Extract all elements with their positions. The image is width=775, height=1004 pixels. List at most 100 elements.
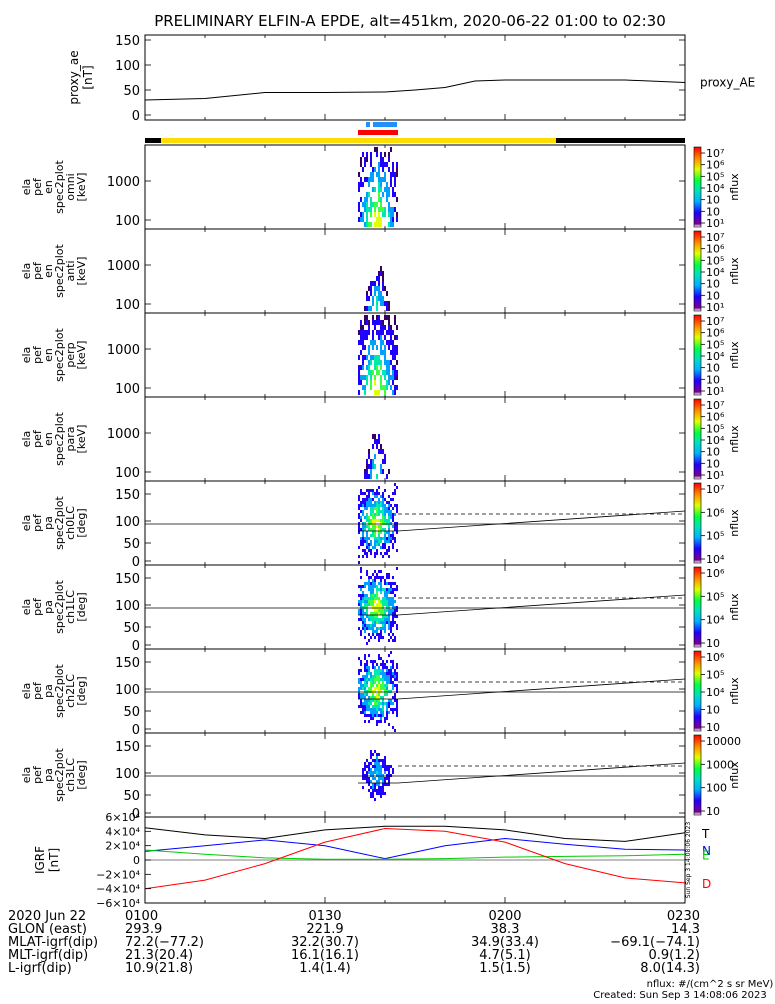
spectrogram-cell [396,504,398,507]
spectrogram-cell [376,495,378,498]
spectrogram-cell [358,678,360,681]
spectrogram-cell [380,702,382,705]
spectrogram-cell [358,672,360,675]
spectrogram-cell [368,207,370,212]
spectrogram-cell [380,182,382,187]
spectrogram-cell [374,281,376,286]
spectrogram-cell [378,197,380,202]
spectrogram-cell [376,705,378,708]
spectrogram-cell [376,789,378,792]
spectrogram-cell [382,281,384,286]
spectrogram-cell [360,375,362,380]
spectrogram-cell [392,687,394,690]
spectrogram-cell [384,594,386,597]
spectrogram-cell [366,594,368,597]
spectrogram-cell [378,759,380,762]
spectrogram-cell [396,606,398,609]
spectrogram-cell [358,380,360,385]
spectrogram-cell [366,597,368,600]
spectrogram-cell [364,768,366,771]
spectrogram-cell [376,714,378,717]
spectrogram-cell [394,612,396,615]
spectrogram-cell [390,678,392,681]
spectrogram-cell [378,543,380,546]
spectrogram-cell [372,786,374,789]
spectrogram-cell [384,603,386,606]
spectrogram-cell [384,212,386,217]
spectrogram-cell [388,618,390,621]
spectrogram-cell [394,615,396,618]
spectrogram-cell [368,579,370,582]
spectrogram-cell [386,519,388,522]
spectrogram-cell [388,167,390,172]
spectrogram-cell [360,501,362,504]
spectrogram-cell [364,708,366,711]
spectrogram-cell [368,696,370,699]
spectrogram-cell [392,167,394,172]
spectrogram-cell [368,627,370,630]
spectrogram-cell [366,708,368,711]
spectrogram-cell [360,380,362,385]
spectrogram-cell [366,498,368,501]
spectrogram-cell [384,528,386,531]
spectrogram-cell [380,360,382,365]
spectrogram-cell [394,489,396,492]
spectrogram-cell [388,504,390,507]
spectrogram-cell [380,531,382,534]
spectrogram-cell [390,222,392,227]
spectrogram-cell [364,777,366,780]
spectrogram-cell [396,522,398,525]
spectrogram-cell [386,597,388,600]
spectrogram-cell [390,375,392,380]
spectrogram-cell [364,498,366,501]
spectrogram-cell [386,783,388,786]
spectrogram-cell [360,609,362,612]
spectrogram-cell [392,345,394,350]
spectrogram-cell [378,187,380,192]
spectrogram-cell [360,576,362,579]
spectrogram-cell [382,615,384,618]
colorbar-label: nflux [728,761,741,789]
spectrogram-cell [396,567,398,570]
spectrogram-cell [376,320,378,325]
spectrogram-cell [358,555,360,558]
spectrogram-cell [374,546,376,549]
spectrogram-cell [360,177,362,182]
spectrogram-cell [364,516,366,519]
spectrogram-cell [380,217,382,222]
spectrogram-cell [372,591,374,594]
spectrogram-cell [392,591,394,594]
spectrogram-cell [376,684,378,687]
spectrogram-cell [372,714,374,717]
spectrogram-cell [394,522,396,525]
spectrogram-cell [366,777,368,780]
colorbar-7: 10⁶10⁵10⁴10⁳10⁲nflux [694,651,741,734]
spectrogram-cell [364,504,366,507]
spectrogram-cell [380,717,382,720]
spectrogram-cell [372,579,374,582]
spectrogram-cell [394,600,396,603]
spectrogram-cell [376,202,378,207]
spectrogram-cell [396,385,398,390]
spectrogram-cell [376,330,378,335]
spectrogram-cell [388,507,390,510]
spectrogram-cell [382,621,384,624]
spectrogram-cell [358,495,360,498]
spectrogram-cell [374,495,376,498]
spectrogram-cell [362,615,364,618]
spectrogram-cell [370,469,372,474]
spectrogram-cell [372,320,374,325]
spectrogram-cell [376,774,378,777]
spectrogram-cell [386,765,388,768]
spectrogram-cell [372,753,374,756]
spectrogram-cell [388,600,390,603]
spectrogram-cell [386,591,388,594]
spectrogram-cell [378,576,380,579]
spectrogram-cell [374,702,376,705]
spectrogram-cell [392,519,394,522]
spectrogram-cell [392,390,394,395]
spectrogram-cells [358,651,398,732]
spectrogram-cell [366,291,368,296]
spectrogram-cell [360,335,362,340]
spectrogram-cell [380,663,382,666]
